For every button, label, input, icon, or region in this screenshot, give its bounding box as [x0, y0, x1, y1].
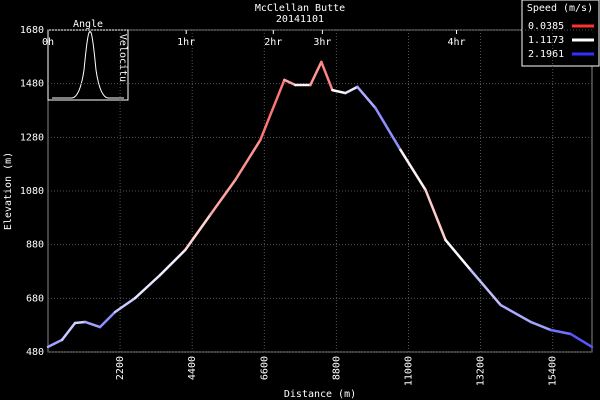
y-tick-label: 1680 — [20, 25, 44, 36]
y-tick-label: 1280 — [20, 132, 44, 143]
profile-segment — [424, 188, 447, 242]
x-tick-label: 6600 — [259, 356, 270, 380]
y-tick-label: 880 — [26, 240, 44, 251]
profile-segment — [399, 148, 427, 192]
profile-segment — [208, 178, 237, 217]
top-tick-label: 1hr — [177, 37, 195, 48]
top-tick-label: 3hr — [313, 37, 331, 48]
profile-segment — [499, 303, 532, 324]
profile-segment — [46, 338, 64, 349]
inset-curve — [52, 31, 124, 99]
profile-segment — [529, 320, 552, 332]
x-tick-label: 11000 — [403, 356, 414, 386]
legend-label: 1.1173 — [528, 35, 564, 46]
y-tick-label: 1480 — [20, 79, 44, 90]
profile-segment — [569, 332, 594, 349]
profile-segment — [344, 85, 359, 95]
x-tick-label: 13200 — [476, 356, 487, 386]
x-tick-label: 15400 — [548, 356, 559, 386]
inset-side-label: Velocitu — [117, 34, 128, 82]
x-tick-label: 4400 — [187, 356, 198, 380]
inset-title: Angle — [73, 19, 103, 30]
top-tick-label: 2hr — [264, 37, 282, 48]
profile-segment — [113, 296, 137, 314]
legend-label: 2.1961 — [528, 49, 564, 60]
profile-segment — [356, 85, 377, 110]
top-tick-label: 0h — [42, 37, 54, 48]
profile-segment — [259, 78, 286, 142]
profile-segment — [374, 106, 402, 152]
y-tick-label: 1080 — [20, 186, 44, 197]
profile-segment — [444, 238, 472, 272]
inset: Angle Velocitu — [47, 19, 129, 101]
legend-label: 0.0385 — [528, 21, 564, 32]
legend: Speed (m/s) 0.0385 1.1173 2.1961 — [521, 0, 600, 67]
profile-segment — [283, 78, 297, 87]
x-axis-label: Distance (m) — [284, 389, 356, 400]
legend-title: Speed (m/s) — [527, 3, 593, 14]
profile-segment — [309, 60, 323, 87]
profile-segment — [158, 248, 187, 277]
profile-segment — [183, 213, 212, 252]
profile-segment — [98, 310, 117, 329]
profile-segment — [83, 320, 102, 329]
profile-segment — [60, 321, 77, 342]
y-tick-label: 680 — [26, 293, 44, 304]
profile-segment — [133, 273, 162, 300]
profile-segment — [469, 268, 502, 307]
y-tick-label: 480 — [26, 347, 44, 358]
top-tick-label: 4hr — [448, 37, 466, 48]
x-tick-label: 2200 — [115, 356, 126, 380]
profile-segment — [73, 320, 87, 325]
inset-frame — [47, 29, 129, 101]
profile-segment — [549, 328, 573, 336]
chart-subtitle: 20141101 — [276, 14, 324, 25]
profile-segment — [234, 138, 262, 182]
profile-segment — [320, 60, 334, 92]
x-tick-label: 8800 — [331, 356, 342, 380]
profile-segment — [331, 88, 347, 95]
chart-title: McClellan Butte — [255, 3, 345, 14]
y-axis-label: Elevation (m) — [3, 152, 14, 230]
